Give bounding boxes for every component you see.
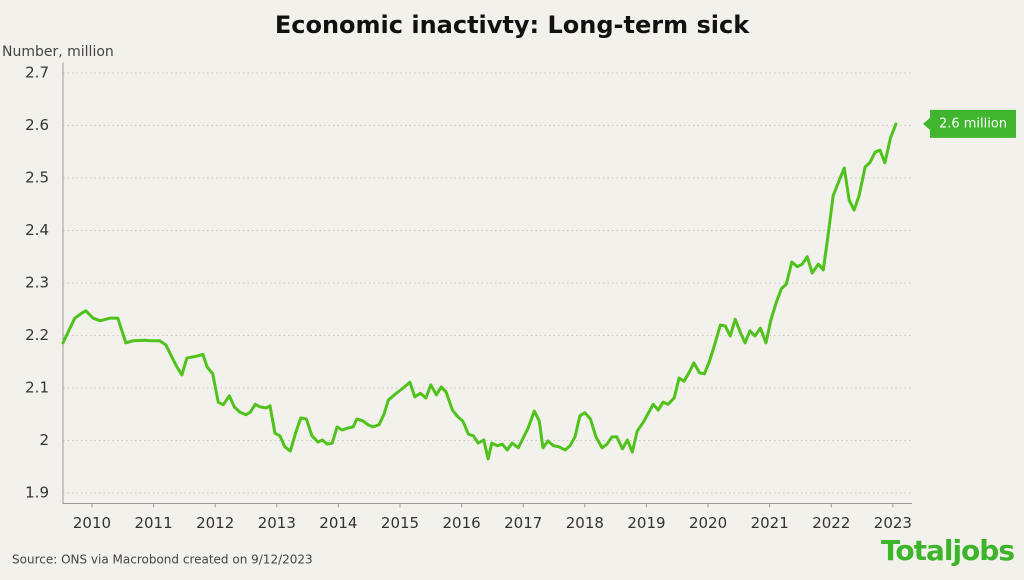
annotation-label: 2.6 million <box>939 116 1007 131</box>
y-tick-label: 2.7 <box>25 64 49 82</box>
y-tick-label: 2.1 <box>25 379 49 397</box>
annotation-box <box>923 109 1016 138</box>
y-tick-label: 1.9 <box>25 484 49 502</box>
x-tick-label: 2010 <box>73 514 111 532</box>
source-note: Source: ONS via Macrobond created on 9/1… <box>12 553 313 567</box>
x-tick-label: 2022 <box>812 514 850 532</box>
y-tick-label: 2.4 <box>25 221 49 239</box>
x-tick-label: 2017 <box>504 514 542 532</box>
x-tick-label: 2011 <box>134 514 172 532</box>
y-tick-label: 2.3 <box>25 274 49 292</box>
x-tick-label: 2013 <box>258 514 296 532</box>
x-tick-label: 2023 <box>874 514 912 532</box>
y-tick-label: 2.6 <box>25 116 49 134</box>
x-tick-label: 2020 <box>689 514 727 532</box>
chart-title: Economic inactivty: Long-term sick <box>275 11 750 39</box>
y-tick-label: 2.5 <box>25 169 49 187</box>
x-tick-label: 2014 <box>319 514 357 532</box>
x-tick-label: 2018 <box>566 514 604 532</box>
x-tick-label: 2016 <box>443 514 481 532</box>
y-axis-label: Number, million <box>2 44 114 60</box>
y-tick-label: 2 <box>39 431 49 449</box>
x-tick-label: 2012 <box>196 514 234 532</box>
x-tick-label: 2019 <box>627 514 665 532</box>
data-line <box>61 122 898 461</box>
x-tick-label: 2021 <box>751 514 789 532</box>
x-tick-label: 2015 <box>381 514 419 532</box>
y-tick-label: 2.2 <box>25 326 49 344</box>
logo: Totaljobs <box>881 534 1014 567</box>
